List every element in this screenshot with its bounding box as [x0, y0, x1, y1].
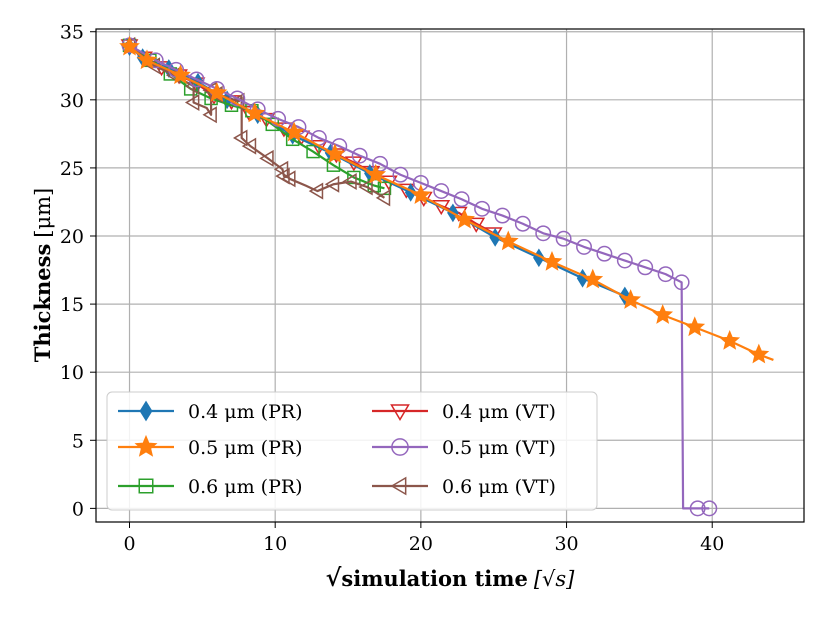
data-point: [202, 106, 217, 124]
data-point: [365, 163, 387, 184]
legend-label: 0.4 μm (PR): [188, 401, 303, 423]
y-tick-label: 0: [72, 498, 84, 520]
data-point: [351, 147, 368, 164]
legend-entry: 0.5 μm (PR): [118, 434, 303, 459]
y-axis-label-unit: [μm]: [31, 188, 55, 238]
data-point: [342, 173, 357, 191]
legend-entry: 0.4 μm (PR): [118, 400, 303, 423]
data-point: [541, 250, 563, 271]
legend-marker: [138, 478, 154, 494]
data-point: [582, 268, 604, 289]
legend-entry: 0.6 μm (VT): [372, 476, 556, 498]
y-tick-label: 15: [60, 294, 84, 316]
data-point: [259, 149, 274, 167]
data-point: [358, 178, 373, 196]
data-point: [454, 208, 475, 229]
series-layer: [119, 35, 774, 517]
series-line: [128, 44, 710, 510]
data-point: [689, 500, 706, 517]
legend-label: 0.4 μm (VT): [442, 401, 556, 423]
x-axis-label-unit: [√s]: [534, 567, 575, 591]
data-point: [576, 268, 589, 288]
data-point: [433, 183, 450, 200]
data-point: [748, 343, 770, 364]
data-point: [206, 82, 228, 102]
y-tick-label: 5: [72, 430, 84, 452]
data-point: [283, 121, 305, 142]
data-point: [324, 143, 346, 164]
y-axis-label-main: Thickness: [30, 244, 55, 362]
data-point: [324, 175, 340, 193]
data-point: [555, 230, 572, 247]
series-1: [119, 35, 774, 364]
legend-label: 0.6 μm (VT): [442, 476, 556, 498]
data-point: [170, 64, 191, 85]
legend-label: 0.5 μm (PR): [188, 437, 303, 459]
y-tick-label: 20: [60, 226, 84, 248]
legend-label: 0.6 μm (PR): [188, 476, 303, 498]
data-point: [392, 166, 409, 183]
series-line: [128, 44, 386, 199]
data-point: [497, 230, 519, 251]
data-point: [474, 200, 490, 217]
data-point: [241, 137, 257, 155]
data-point: [701, 500, 718, 517]
data-point: [244, 102, 266, 123]
legend-marker: [391, 438, 409, 456]
data-point: [719, 329, 741, 350]
data-point: [576, 238, 592, 255]
x-axis-label: √simulation time [√s]: [326, 563, 576, 592]
legend-entry: 0.6 μm (PR): [118, 476, 303, 498]
data-point: [281, 170, 296, 188]
data-point: [652, 304, 674, 324]
data-point: [308, 182, 324, 200]
x-axis-label-main: simulation time: [341, 566, 527, 591]
data-point: [270, 110, 287, 127]
data-point: [620, 289, 642, 309]
data-point: [494, 207, 511, 224]
y-axis-label: Thickness [μm]: [30, 188, 55, 362]
legend-marker: [134, 434, 158, 457]
y-tick-label: 35: [60, 22, 84, 44]
data-point: [136, 49, 158, 70]
data-point: [596, 245, 613, 262]
legend-marker: [390, 476, 407, 496]
x-tick-label: 20: [409, 533, 433, 555]
series-5: [120, 36, 391, 207]
x-tick-label: 40: [700, 533, 724, 555]
legend-label: 0.5 μm (VT): [442, 437, 556, 459]
data-point: [119, 35, 140, 56]
x-tick-label: 30: [554, 533, 578, 555]
data-point: [375, 189, 391, 207]
y-tick-label: 25: [60, 158, 84, 180]
x-tick-label: 10: [263, 533, 287, 555]
data-point: [453, 191, 470, 208]
legend-box: [106, 391, 598, 511]
y-tick-label: 10: [60, 362, 84, 384]
x-axis-label-root: √: [326, 563, 342, 592]
data-point: [657, 266, 674, 283]
data-point: [535, 225, 552, 242]
legend-entry: 0.4 μm (VT): [372, 401, 556, 423]
y-tick-label: 30: [60, 90, 84, 112]
plot-frame: [95, 28, 805, 523]
data-point: [232, 129, 248, 147]
data-point: [616, 252, 633, 269]
x-tick-label: 0: [123, 533, 135, 555]
data-point: [637, 259, 654, 276]
axis-ticks: 0 10 20 30 40 0 5 10 15 20 25 30 35: [60, 22, 725, 555]
legend-marker: [139, 400, 153, 422]
legend-entry: 0.5 μm (VT): [372, 437, 556, 459]
data-point: [184, 94, 200, 112]
data-point: [432, 199, 451, 216]
legend-marker: [390, 404, 410, 422]
data-point: [673, 274, 690, 291]
data-point: [410, 184, 432, 204]
data-point: [306, 144, 320, 159]
data-point: [684, 316, 706, 337]
data-point: [514, 215, 531, 232]
legend: 0.4 μm (PR) 0.5 μm (PR) 0.6 μm (PR) 0.4 μm …: [106, 391, 598, 511]
data-point: [229, 90, 246, 107]
